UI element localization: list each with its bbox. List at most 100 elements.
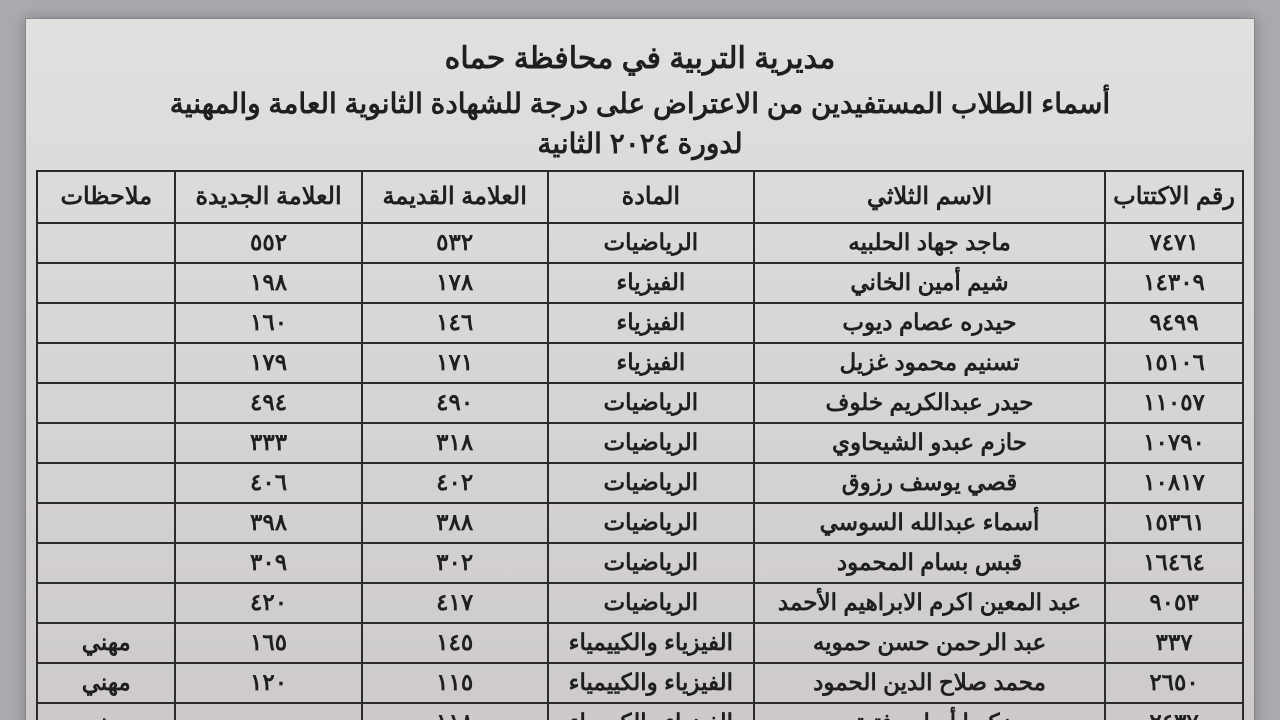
cell-old: ٤١٧ bbox=[362, 583, 548, 623]
cell-new: ١٩٨ bbox=[175, 263, 361, 303]
cell-ekt: ١٥١٠٦ bbox=[1105, 343, 1243, 383]
cell-ekt: ١٦٤٦٤ bbox=[1105, 543, 1243, 583]
cell-new: ٣٩٨ bbox=[175, 503, 361, 543]
cell-note bbox=[37, 583, 175, 623]
cell-ekt: ١٠٨١٧ bbox=[1105, 463, 1243, 503]
cell-note bbox=[37, 223, 175, 263]
cell-new: ٤٠٦ bbox=[175, 463, 361, 503]
cell-subj: الفيزياء bbox=[548, 263, 754, 303]
cell-new: ١٧٩ bbox=[175, 343, 361, 383]
table-header-row: رقم الاكتتاب الاسم الثلاثي المادة العلام… bbox=[37, 171, 1243, 223]
cell-subj: الرياضيات bbox=[548, 583, 754, 623]
cell-subj: الفيزياء bbox=[548, 343, 754, 383]
cell-subj: الرياضيات bbox=[548, 463, 754, 503]
cell-note bbox=[37, 383, 175, 423]
cell-new: ٤٢٠ bbox=[175, 583, 361, 623]
cell-ekt: ٢٦٥٠ bbox=[1105, 663, 1243, 703]
cell-name: أسماء عبدالله السوسي bbox=[754, 503, 1105, 543]
cell-note bbox=[37, 303, 175, 343]
cell-old: ١٤٦ bbox=[362, 303, 548, 343]
cell-new: ٣٠٩ bbox=[175, 543, 361, 583]
table-row: ٢٤٣٧زكريا أسامه فتيقالفيزياء والكييمياء١… bbox=[37, 703, 1243, 720]
cell-note bbox=[37, 503, 175, 543]
cell-subj: الرياضيات bbox=[548, 223, 754, 263]
cell-note bbox=[37, 423, 175, 463]
cell-name: حيدر عبدالكريم خلوف bbox=[754, 383, 1105, 423]
table-row: ١١٠٥٧حيدر عبدالكريم خلوفالرياضيات٤٩٠٤٩٤ bbox=[37, 383, 1243, 423]
cell-old: ١٤٥ bbox=[362, 623, 548, 663]
table-row: ٩٤٩٩حيدره عصام ديوبالفيزياء١٤٦١٦٠ bbox=[37, 303, 1243, 343]
cell-ekt: ٣٣٧ bbox=[1105, 623, 1243, 663]
cell-old: ٣٠٢ bbox=[362, 543, 548, 583]
cell-note bbox=[37, 263, 175, 303]
cell-name: ماجد جهاد الحلبيه bbox=[754, 223, 1105, 263]
table-row: ١٤٣٠٩شيم أمين الخانيالفيزياء١٧٨١٩٨ bbox=[37, 263, 1243, 303]
cell-new: ١٦٥ bbox=[175, 623, 361, 663]
cell-old: ٣١٨ bbox=[362, 423, 548, 463]
cell-subj: الفيزياء bbox=[548, 303, 754, 343]
cell-subj: الفيزياء والكييمياء bbox=[548, 703, 754, 720]
cell-name: شيم أمين الخاني bbox=[754, 263, 1105, 303]
cell-new: ٣٣٣ bbox=[175, 423, 361, 463]
table-row: ١٥١٠٦تسنيم محمود غزيلالفيزياء١٧١١٧٩ bbox=[37, 343, 1243, 383]
col-header-subj: المادة bbox=[548, 171, 754, 223]
cell-subj: الفيزياء والكييمياء bbox=[548, 663, 754, 703]
cell-old: ١٧٨ bbox=[362, 263, 548, 303]
cell-ekt: ١٠٧٩٠ bbox=[1105, 423, 1243, 463]
table-row: ١٠٧٩٠حازم عبدو الشيحاويالرياضيات٣١٨٣٣٣ bbox=[37, 423, 1243, 463]
cell-note: مهني bbox=[37, 663, 175, 703]
table-row: ٧٤٧١ماجد جهاد الحلبيهالرياضيات٥٣٢٥٥٢ bbox=[37, 223, 1243, 263]
cell-note: مهني bbox=[37, 703, 175, 720]
page-session: لدورة ٢٠٢٤ الثانية bbox=[36, 127, 1244, 160]
cell-new: ١٢٠ bbox=[175, 663, 361, 703]
cell-subj: الرياضيات bbox=[548, 503, 754, 543]
cell-new bbox=[175, 703, 361, 720]
col-header-name: الاسم الثلاثي bbox=[754, 171, 1105, 223]
cell-name: حيدره عصام ديوب bbox=[754, 303, 1105, 343]
cell-name: قصي يوسف رزوق bbox=[754, 463, 1105, 503]
cell-note bbox=[37, 463, 175, 503]
cell-name: قبس بسام المحمود bbox=[754, 543, 1105, 583]
col-header-note: ملاحظات bbox=[37, 171, 175, 223]
cell-subj: الفيزياء والكييمياء bbox=[548, 623, 754, 663]
table-row: ١٦٤٦٤قبس بسام المحمودالرياضيات٣٠٢٣٠٩ bbox=[37, 543, 1243, 583]
cell-old: ١٧١ bbox=[362, 343, 548, 383]
cell-subj: الرياضيات bbox=[548, 543, 754, 583]
cell-old: ٥٣٢ bbox=[362, 223, 548, 263]
page-title: مديرية التربية في محافظة حماه bbox=[36, 41, 1244, 76]
cell-name: عبد المعين اكرم الابراهيم الأحمد bbox=[754, 583, 1105, 623]
cell-ekt: ١٤٣٠٩ bbox=[1105, 263, 1243, 303]
cell-old: ٤٩٠ bbox=[362, 383, 548, 423]
col-header-old: العلامة القديمة bbox=[362, 171, 548, 223]
cell-old: ٣٨٨ bbox=[362, 503, 548, 543]
cell-name: زكريا أسامه فتيق bbox=[754, 703, 1105, 720]
table-row: ٩٠٥٣عبد المعين اكرم الابراهيم الأحمدالري… bbox=[37, 583, 1243, 623]
table-row: ١٠٨١٧قصي يوسف رزوقالرياضيات٤٠٢٤٠٦ bbox=[37, 463, 1243, 503]
table-row: ١٥٣٦١أسماء عبدالله السوسيالرياضيات٣٨٨٣٩٨ bbox=[37, 503, 1243, 543]
cell-name: عبد الرحمن حسن حمويه bbox=[754, 623, 1105, 663]
cell-note bbox=[37, 343, 175, 383]
cell-note: مهني bbox=[37, 623, 175, 663]
cell-note bbox=[37, 543, 175, 583]
cell-new: ١٦٠ bbox=[175, 303, 361, 343]
results-table: رقم الاكتتاب الاسم الثلاثي المادة العلام… bbox=[36, 170, 1244, 720]
col-header-ekt: رقم الاكتتاب bbox=[1105, 171, 1243, 223]
cell-name: حازم عبدو الشيحاوي bbox=[754, 423, 1105, 463]
cell-ekt: ٩٤٩٩ bbox=[1105, 303, 1243, 343]
cell-name: تسنيم محمود غزيل bbox=[754, 343, 1105, 383]
table-body: ٧٤٧١ماجد جهاد الحلبيهالرياضيات٥٣٢٥٥٢١٤٣٠… bbox=[37, 223, 1243, 720]
cell-old: ١١٨ bbox=[362, 703, 548, 720]
cell-old: ٤٠٢ bbox=[362, 463, 548, 503]
cell-new: ٥٥٢ bbox=[175, 223, 361, 263]
cell-ekt: ١٥٣٦١ bbox=[1105, 503, 1243, 543]
cell-old: ١١٥ bbox=[362, 663, 548, 703]
cell-new: ٤٩٤ bbox=[175, 383, 361, 423]
cell-ekt: ٩٠٥٣ bbox=[1105, 583, 1243, 623]
table-row: ٢٦٥٠محمد صلاح الدين الحمودالفيزياء والكي… bbox=[37, 663, 1243, 703]
cell-name: محمد صلاح الدين الحمود bbox=[754, 663, 1105, 703]
page-subtitle: أسماء الطلاب المستفيدين من الاعتراض على … bbox=[36, 84, 1244, 125]
cell-subj: الرياضيات bbox=[548, 423, 754, 463]
col-header-new: العلامة الجديدة bbox=[175, 171, 361, 223]
cell-ekt: ٢٤٣٧ bbox=[1105, 703, 1243, 720]
cell-ekt: ٧٤٧١ bbox=[1105, 223, 1243, 263]
